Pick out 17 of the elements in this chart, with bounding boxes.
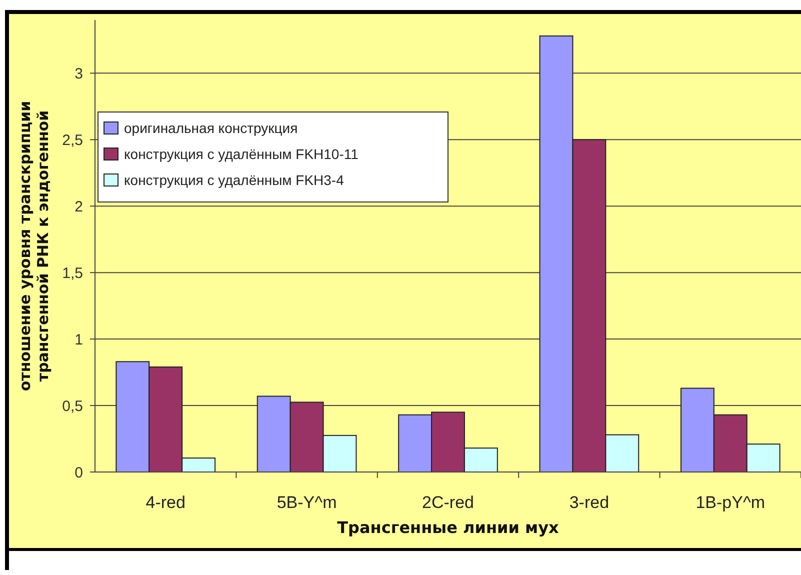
x-tick-label: 4-red: [146, 493, 186, 512]
y-tick-label: 0,5: [62, 398, 83, 415]
x-tick-label: 1B-pY^m: [696, 493, 766, 512]
y-tick-label: 1: [74, 331, 83, 348]
x-axis-title: Трансгенные линии мух: [337, 518, 560, 537]
x-tick-label: 2C-red: [422, 493, 474, 512]
y-tick-label: 0: [74, 464, 83, 482]
x-tick-label: 5B-Y^m: [276, 493, 337, 512]
y-tick-label: 3: [74, 65, 83, 82]
y-axis-title: отношение уровня транскрипции трансгенной РНК к эндогенной: [16, 100, 52, 392]
legend-label: оригинальная конструкция: [124, 120, 298, 136]
y-tick-label: 1,5: [62, 264, 83, 282]
legend-label: конструкция с удалённым FKH10-11: [124, 146, 359, 162]
y-tick-label: 2,5: [62, 132, 83, 149]
legend-label: конструкция с удалённым FKH3-4: [124, 172, 344, 188]
y-tick-label: 2: [74, 198, 83, 216]
x-tick-label: 3-red: [569, 493, 610, 512]
